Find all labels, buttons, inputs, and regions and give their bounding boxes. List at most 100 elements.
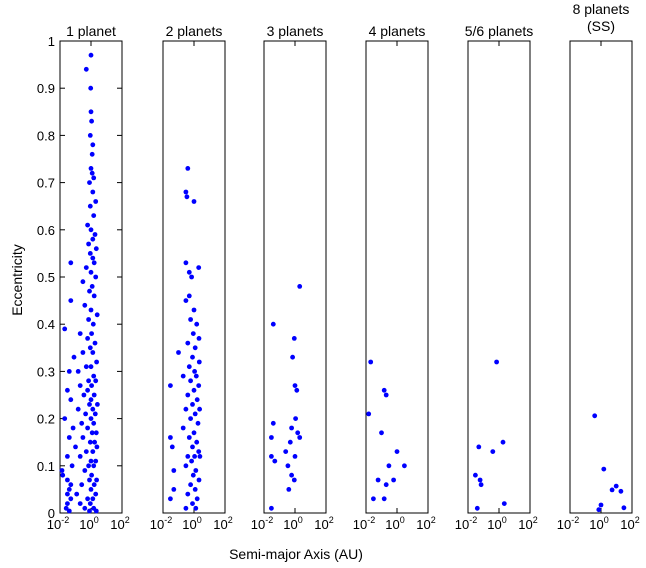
data-point [190,444,195,450]
data-point [192,454,198,459]
y-tick-label: 0 [48,506,55,521]
data-point [94,444,100,450]
x-tick-label: 102 [213,515,232,532]
y-tick-label: 0.9 [37,81,55,96]
panel-6: 8 planets(SS) 10-2 100 102 [557,1,640,532]
data-point [90,350,96,355]
data-point [77,331,83,336]
y-tick-label: 0.2 [37,412,55,427]
data-point [194,397,200,403]
data-point [186,293,192,299]
data-point [91,482,97,488]
data-point [87,180,92,186]
data-point [93,199,99,204]
data-point [87,439,93,445]
data-point [92,439,97,445]
x-tick-label: 102 [620,515,639,532]
data-point [83,364,89,370]
data-point [194,496,200,502]
data-point [86,317,91,322]
data-point [91,175,97,181]
data-point [80,435,86,440]
data-point [292,383,298,388]
data-point [89,118,94,124]
data-point [88,227,94,233]
data-point [62,326,68,332]
data-point [93,378,99,384]
data-point [269,454,274,459]
panel-2: 2 planets 10-2 100 102 [150,23,233,532]
data-point [190,402,195,407]
data-point [297,284,303,289]
data-point [89,170,95,176]
x-tick-label: 102 [518,515,537,532]
data-point [65,501,70,506]
data-point [83,449,89,454]
data-point [183,505,189,511]
data-point [71,354,77,360]
data-point [60,472,66,478]
panel-frame [263,40,327,514]
data-point [94,477,99,483]
x-tick-label: 102 [314,515,333,532]
x-tick-label: 100 [487,515,506,532]
data-point [80,279,86,285]
data-point [87,508,92,514]
data-point [93,458,99,464]
data-point [66,435,72,440]
data-point [82,505,88,511]
panel-5: 5/6 planets 10-2 100 102 [455,23,538,532]
data-point [391,477,396,483]
data-point [93,508,99,514]
data-point [88,166,94,171]
data-point [190,331,196,336]
data-point [92,340,98,346]
data-point [77,383,83,388]
x-tick-label: 100 [79,515,98,532]
data-point [192,369,198,374]
data-point [66,508,72,514]
data-point [83,265,89,270]
data-point [85,425,90,431]
data-point [191,307,197,313]
data-point [371,496,376,502]
data-point [90,189,96,195]
data-point [94,359,99,365]
data-point [501,501,507,506]
data-point [183,260,189,266]
data-point [87,402,92,407]
data-point [196,477,202,483]
data-point [474,505,480,511]
data-point [383,392,389,398]
data-point [609,487,615,493]
data-point [65,387,70,393]
data-point [283,449,289,454]
data-point [88,307,94,313]
data-point [184,194,190,200]
data-point [82,468,88,473]
data-point [192,411,198,417]
data-point [89,151,95,157]
data-point [193,505,199,511]
data-point [93,246,99,252]
data-point [89,383,94,388]
data-point [75,406,81,412]
data-point [186,435,192,440]
x-tick-label: 10-2 [353,515,375,532]
data-point [183,463,189,469]
data-point [87,288,92,294]
x-tick-label: 10-2 [150,515,172,532]
data-point [195,420,201,426]
data-point [295,430,301,436]
data-point [75,369,81,374]
x-tick-label: 10-2 [557,515,579,532]
data-point [592,413,598,419]
data-point [386,463,392,469]
data-point [618,488,624,494]
data-point [79,420,85,426]
data-point [183,298,189,303]
data-point [87,251,93,256]
data-point [185,166,191,171]
data-point [85,336,90,341]
data-point [183,189,189,195]
